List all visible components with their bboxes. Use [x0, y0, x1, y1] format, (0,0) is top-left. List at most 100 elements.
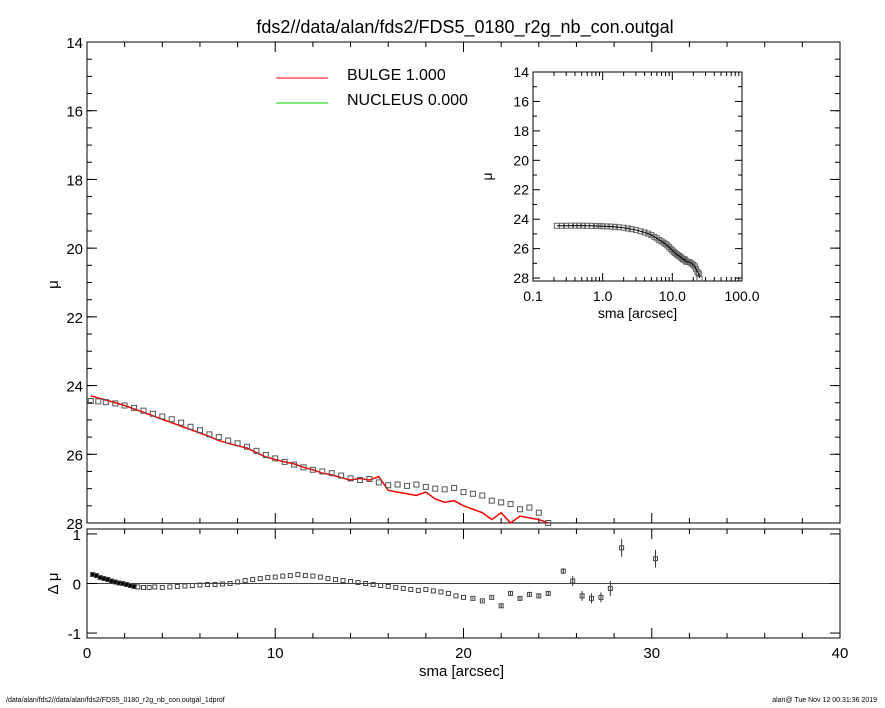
y-tick-label: 26 [66, 447, 83, 464]
residual-point [280, 573, 286, 579]
footer-timestamp: alan@ Tue Nov 12 00:31:36 2019 [772, 697, 877, 704]
residual-point [470, 595, 476, 601]
residual-point [589, 595, 595, 601]
residual-point [536, 593, 542, 599]
y-tick-label: 20 [66, 241, 83, 258]
residual-point [272, 574, 278, 580]
x-tick-label: 0 [83, 645, 91, 662]
residual-point [560, 568, 566, 574]
data-point [507, 501, 514, 508]
data-point [394, 481, 401, 488]
data-point [460, 489, 467, 496]
legend-label: NUCLEUS 0.000 [347, 92, 468, 109]
data-point [272, 455, 279, 462]
residual-point [579, 593, 585, 599]
y-tick-label: 22 [513, 182, 529, 198]
data-point [159, 413, 166, 420]
data-point [432, 485, 439, 492]
data-point [526, 504, 533, 511]
inset-plot: 14 16 18 20 22 24 26 28 0.1 1.0 10.0 100.0 sma [arcs… [479, 64, 760, 321]
x-tick-label: 30 [643, 645, 660, 662]
residual-point [265, 575, 271, 581]
residual-point [302, 573, 308, 579]
residual-point [332, 577, 338, 583]
residual-point [570, 578, 576, 584]
data-point [140, 407, 147, 414]
residual-point [189, 582, 195, 588]
data-point [479, 492, 486, 499]
y-tick-label: 14 [513, 64, 529, 80]
data-point [187, 423, 194, 430]
y-tick-label: 0 [73, 577, 81, 594]
residual-point [355, 580, 361, 586]
data-point [664, 242, 671, 249]
residual-point [220, 581, 226, 587]
residual-point [227, 581, 233, 586]
residual-point [489, 594, 495, 600]
data-point [244, 443, 251, 450]
residual-point [385, 583, 391, 589]
data-point [168, 416, 175, 423]
data-point [498, 499, 505, 506]
residual-point [325, 576, 331, 582]
data-point [441, 486, 448, 493]
footer-file-path: /data/alan/fds2//data/alan/fds2/FDS5_018… [6, 697, 225, 704]
residual-point [526, 591, 532, 597]
residual-point [619, 545, 625, 551]
y-tick-label: 16 [66, 104, 83, 121]
data-point [87, 398, 94, 405]
y-tick-label: 16 [513, 93, 529, 109]
data-point [253, 447, 260, 454]
y-tick-label: 20 [513, 152, 529, 168]
chart-title: fds2//data/alan/fds2/FDS5_0180_r2g_nb_co… [256, 17, 673, 38]
residual-point [152, 584, 158, 590]
residual-point [363, 581, 369, 586]
y-tick-label: 22 [66, 310, 83, 327]
y-axis-label: Δ μ [45, 572, 62, 594]
data-point [375, 479, 382, 486]
data-point [149, 410, 156, 417]
data-point [366, 476, 373, 483]
data-point [413, 481, 420, 488]
x-tick-label: 0.1 [523, 288, 543, 304]
residual-point [408, 586, 414, 592]
residual-point [445, 590, 451, 596]
series-bulge-line [90, 395, 549, 525]
data-point [112, 400, 119, 407]
data-point [196, 427, 203, 434]
data-point [281, 458, 288, 465]
data-point [328, 470, 335, 477]
y-tick-label: 18 [66, 172, 83, 189]
data-point [488, 497, 495, 504]
y-tick-label: 24 [513, 211, 529, 227]
residual-point [400, 585, 406, 591]
residual-point [197, 582, 203, 588]
residual-point [159, 584, 165, 590]
data-point [338, 472, 345, 479]
data-point [404, 482, 411, 489]
y-tick-label: 18 [513, 123, 529, 139]
x-tick-label: 10 [267, 645, 284, 662]
data-point [95, 398, 102, 405]
data-point [131, 404, 138, 411]
data-point [178, 419, 185, 426]
residual-point [393, 584, 399, 590]
residual-point [517, 595, 523, 601]
data-point [469, 490, 476, 497]
y-tick-label: 14 [66, 35, 83, 52]
data-point [300, 464, 307, 471]
residual-point [287, 573, 293, 579]
data-point [666, 244, 673, 251]
residual-point [204, 581, 210, 587]
x-tick-label: 1.0 [593, 288, 613, 304]
y-axis-label: μ [479, 172, 495, 180]
residual-point [415, 587, 421, 593]
model-line [556, 225, 700, 279]
data-point [516, 506, 523, 513]
residual-point [508, 590, 514, 596]
residual-point [430, 588, 436, 594]
main-plot: 14 16 18 20 22 24 26 28 μ BULGE 1.000 NUCLEUS 0.00… [45, 35, 841, 533]
inset-frame [532, 71, 743, 282]
residual-point [461, 594, 466, 600]
